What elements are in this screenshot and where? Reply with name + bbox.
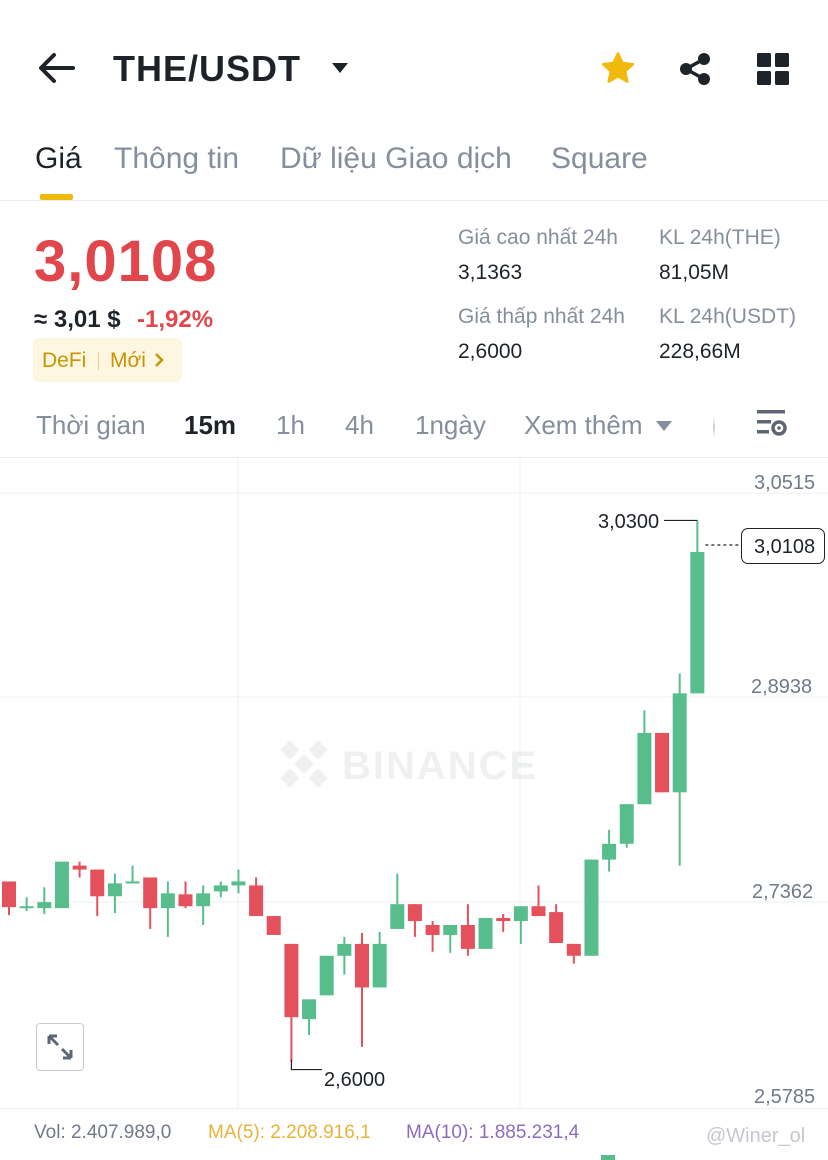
candle-body[interactable] (496, 917, 511, 922)
last-price: 3,0108 (34, 229, 218, 294)
candle-body[interactable] (672, 693, 687, 793)
timeframe-separator (713, 417, 715, 437)
vol-readout: Vol: 2.407.989,0 (34, 1122, 172, 1143)
high-24h-label: Giá cao nhất 24h (458, 226, 618, 249)
volume-bar-peek (601, 1155, 615, 1160)
candle-body[interactable] (249, 885, 264, 917)
candle-body[interactable] (125, 881, 140, 884)
candle-body[interactable] (19, 906, 34, 909)
tag-pill[interactable] (33, 338, 182, 382)
chart-top-divider (0, 457, 828, 458)
back-arrow-icon[interactable] (36, 50, 76, 86)
candle-body[interactable] (513, 906, 528, 922)
timeframe-15m[interactable]: 15m (184, 410, 237, 440)
last-price-tag-text: 3,0108 (754, 536, 816, 558)
candle-body[interactable] (178, 894, 193, 907)
tab-price[interactable]: Giá (35, 142, 82, 175)
tab-square[interactable]: Square (551, 142, 648, 175)
watermark-text: BINANCE (342, 744, 538, 788)
candle-body[interactable] (37, 902, 52, 909)
vol-the-value: 81,05M (659, 261, 730, 284)
caret-down-icon[interactable] (330, 61, 350, 75)
pair-title[interactable]: THE/USDT (113, 48, 301, 89)
vol-the-label: KL 24h(THE) (659, 226, 781, 249)
active-tab-indicator (40, 194, 73, 200)
price-usd: ≈ 3,01 $ (34, 306, 121, 333)
expand-icon (47, 1034, 73, 1060)
candle-body[interactable] (284, 943, 299, 1018)
vol-usdt-label: KL 24h(USDT) (659, 305, 796, 328)
y-axis-label: 2,5785 (754, 1086, 816, 1108)
tab-info[interactable]: Thông tin (114, 142, 240, 175)
y-axis-label: 2,8938 (751, 676, 813, 698)
low-24h-value: 2,6000 (458, 340, 523, 363)
candle-body[interactable] (90, 869, 105, 897)
candle-body[interactable] (107, 883, 122, 897)
candle-body[interactable] (655, 732, 670, 793)
candle-body[interactable] (160, 893, 175, 909)
footer-divider (0, 1108, 828, 1109)
star-icon[interactable] (599, 51, 637, 87)
candle-body[interactable] (302, 999, 317, 1020)
grid-icon[interactable] (757, 53, 789, 85)
timeframe-4h[interactable]: 4h (345, 410, 374, 440)
candle-body[interactable] (425, 924, 440, 935)
candle-body[interactable] (443, 924, 458, 935)
tag-defi[interactable]: DeFi (42, 349, 87, 372)
candle-body[interactable] (2, 881, 16, 908)
timeframe-1d[interactable]: 1ngày (415, 410, 486, 440)
chevron-right-icon (155, 353, 164, 367)
candle-body[interactable] (690, 551, 705, 694)
candle-body[interactable] (584, 859, 599, 956)
candle-body[interactable] (337, 943, 352, 956)
candle-body[interactable] (566, 943, 581, 956)
price-change: -1,92% (137, 306, 214, 333)
candlestick-chart[interactable]: BINANCE (0, 458, 828, 1108)
tag-separator (98, 352, 99, 370)
candle-body[interactable] (72, 865, 87, 870)
candle-body[interactable] (549, 912, 564, 943)
candle-body[interactable] (407, 904, 422, 922)
vol-usdt-value: 228,66M (659, 340, 741, 363)
last-price-tag[interactable] (741, 528, 825, 564)
tab-trading-data[interactable]: Dữ liệu Giao dịch (280, 142, 512, 175)
candle-body[interactable] (355, 943, 369, 988)
candle-body[interactable] (231, 881, 246, 886)
high-marker-label: 3,0300 (598, 511, 660, 533)
expand-button[interactable] (36, 1023, 84, 1071)
timeframe-label: Thời gian (36, 410, 146, 440)
y-axis-label: 3,0515 (754, 472, 816, 494)
user-watermark: @Winer_ol (706, 1125, 806, 1147)
candle-body[interactable] (390, 904, 405, 929)
candle-body[interactable] (54, 861, 69, 909)
candle-body[interactable] (531, 906, 546, 917)
low-marker-label: 2,6000 (324, 1069, 386, 1091)
caret-down-icon[interactable] (655, 420, 673, 432)
tabs-divider (0, 200, 828, 201)
timeframe-more[interactable]: Xem thêm (524, 410, 643, 440)
candle-body[interactable] (637, 732, 652, 805)
candle-body[interactable] (602, 843, 617, 860)
low-marker-line (290, 1059, 322, 1071)
ma10-readout: MA(10): 1.885.231,4 (406, 1122, 580, 1143)
candle-body[interactable] (478, 917, 493, 949)
ma5-readout: MA(5): 2.208.916,1 (208, 1122, 371, 1143)
candle-body[interactable] (196, 893, 211, 907)
candle-body[interactable] (619, 804, 634, 844)
candle-body[interactable] (143, 877, 158, 909)
candle-body[interactable] (266, 916, 281, 935)
candle-body[interactable] (319, 955, 334, 996)
y-axis-label: 2,7362 (752, 881, 814, 903)
tag-new[interactable]: Mới (110, 349, 146, 372)
low-24h-label: Giá thấp nhất 24h (458, 305, 625, 328)
high-24h-value: 3,1363 (458, 261, 523, 284)
candle-body[interactable] (372, 943, 387, 988)
candle-body[interactable] (460, 924, 475, 949)
chart-settings-icon[interactable] (757, 409, 787, 439)
share-icon[interactable] (677, 51, 713, 87)
timeframe-1h[interactable]: 1h (276, 410, 305, 440)
candle-body[interactable] (213, 885, 228, 892)
binance-watermark: BINANCE (279, 739, 538, 789)
